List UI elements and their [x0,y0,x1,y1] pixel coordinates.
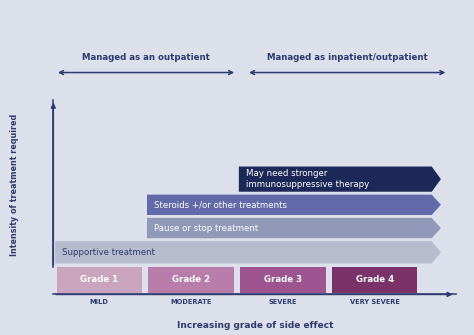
Polygon shape [55,241,441,263]
Text: VERY SEVERE: VERY SEVERE [350,299,400,305]
Text: Steroids +/or other treatments: Steroids +/or other treatments [155,200,287,209]
Text: Grade 3: Grade 3 [264,275,302,284]
Text: MILD: MILD [90,299,109,305]
Polygon shape [147,218,441,238]
Text: Pause or stop treatment: Pause or stop treatment [155,223,259,232]
FancyBboxPatch shape [332,267,418,293]
Text: Managed as inpatient/outpatient: Managed as inpatient/outpatient [267,53,428,62]
Text: May need stronger
immunosuppressive therapy: May need stronger immunosuppressive ther… [246,169,369,189]
Text: Grade 2: Grade 2 [172,275,210,284]
Text: Intensity of treatment required: Intensity of treatment required [10,114,19,256]
Text: Managed as an outpatient: Managed as an outpatient [82,53,210,62]
Text: Supportive treatment: Supportive treatment [63,248,155,257]
Text: Increasing grade of side effect: Increasing grade of side effect [177,321,334,330]
Text: SEVERE: SEVERE [269,299,297,305]
Polygon shape [147,195,441,215]
FancyBboxPatch shape [240,267,326,293]
Polygon shape [239,166,441,192]
Text: MODERATE: MODERATE [170,299,212,305]
FancyBboxPatch shape [56,267,142,293]
Text: Grade 1: Grade 1 [80,275,118,284]
Text: Grade 4: Grade 4 [356,275,394,284]
FancyBboxPatch shape [148,267,234,293]
